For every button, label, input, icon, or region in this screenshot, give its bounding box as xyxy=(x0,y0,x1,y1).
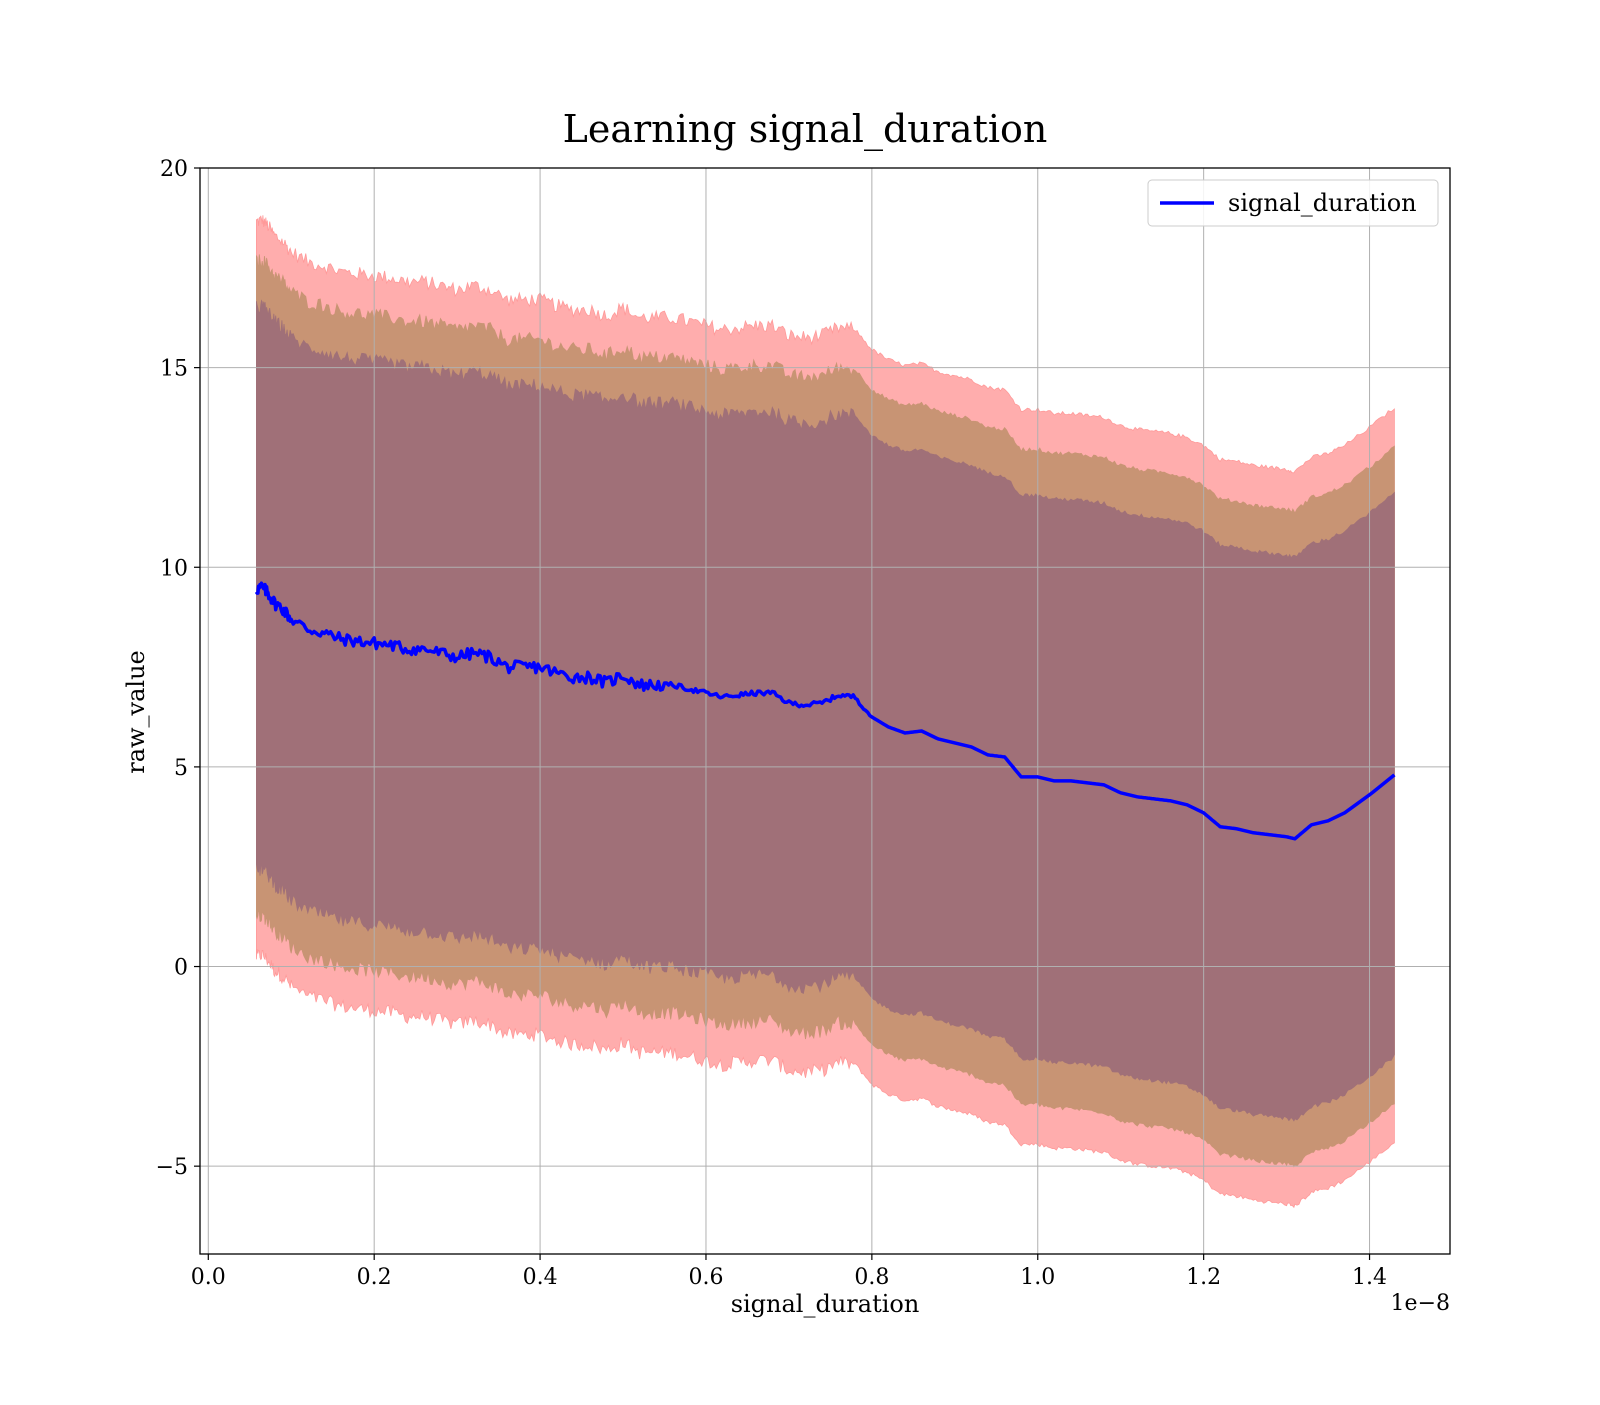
series-line-layer xyxy=(254,581,1396,841)
x-axis-ticks: 0.0 0.2 0.4 0.6 0.8 1.0 1.2 1.4 xyxy=(191,1254,1387,1290)
legend-label: signal_duration xyxy=(1228,189,1417,217)
y-tick-label: 5 xyxy=(174,756,188,781)
y-axis-ticks: −5 0 5 10 15 20 xyxy=(156,157,200,1180)
x-axis-offset-label: 1e−8 xyxy=(1391,1291,1450,1316)
y-axis-title: raw_value xyxy=(122,650,150,774)
x-tick-label: 0.4 xyxy=(523,1265,558,1290)
grid xyxy=(200,168,1450,1254)
series-line-signal-duration xyxy=(254,581,1396,841)
x-tick-label: 0.2 xyxy=(357,1265,392,1290)
y-tick-label: 0 xyxy=(174,956,188,981)
plot-frame xyxy=(199,167,1451,1255)
x-tick-label: 0.0 xyxy=(191,1265,226,1290)
x-tick-label: 0.6 xyxy=(688,1265,723,1290)
x-tick-label: 1.2 xyxy=(1186,1265,1221,1290)
x-tick-label: 1.0 xyxy=(1020,1265,1055,1290)
x-axis-title: signal_duration xyxy=(731,1290,920,1318)
y-tick-label: 15 xyxy=(160,357,188,382)
y-tick-label: 10 xyxy=(160,556,188,581)
legend: signal_duration xyxy=(1147,179,1439,227)
chart-title: Learning signal_duration xyxy=(563,107,1048,152)
y-tick-label: −5 xyxy=(156,1155,188,1180)
legend-box xyxy=(1147,179,1439,227)
band-band1 xyxy=(255,299,1395,1122)
x-tick-label: 0.8 xyxy=(854,1265,889,1290)
confidence-bands xyxy=(255,215,1395,1209)
y-tick-label: 20 xyxy=(160,157,188,182)
x-tick-label: 1.4 xyxy=(1352,1265,1387,1290)
